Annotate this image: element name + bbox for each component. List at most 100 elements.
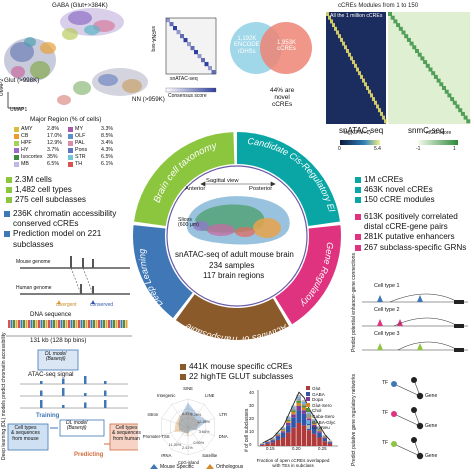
region-code: TH <box>75 161 83 167</box>
gene-node <box>416 452 424 460</box>
hist-bar-segment <box>275 439 281 446</box>
genome-peaks <box>70 256 94 294</box>
hist-y-tick: 30 <box>249 403 254 408</box>
umap-axes <box>7 92 24 109</box>
colorbar2-tick-min: -1 <box>416 146 421 152</box>
heatmap-block <box>439 82 444 87</box>
radar-grid <box>161 398 215 456</box>
dna-base <box>13 320 15 328</box>
dna-base <box>40 320 43 328</box>
consensus-block <box>166 18 170 23</box>
heatmap-block <box>460 111 465 116</box>
heatmap-block <box>431 71 436 76</box>
heatmap-snatac-diagonal <box>326 12 387 124</box>
hist-bar-segment <box>286 419 291 422</box>
te-radar-chart <box>161 398 215 456</box>
hist-y-tick: 40 <box>249 390 254 395</box>
radar-spoke <box>161 426 189 436</box>
heatmap-block <box>412 45 417 50</box>
dna-base <box>35 320 38 328</box>
cell-type-label: Cell type 3 <box>374 331 400 337</box>
grn-side-bottom: Predict putative gene regulatory network… <box>351 374 357 466</box>
hist-bar-segment <box>296 410 301 423</box>
consensus-block <box>180 34 184 39</box>
hist-bar-segment <box>312 420 317 422</box>
bullet-square <box>355 197 361 204</box>
region-code: HPF <box>21 140 32 146</box>
heatmap-block <box>466 119 471 124</box>
region-swatch <box>68 161 74 167</box>
dl-model-box-lower <box>59 419 105 437</box>
hist-bar-segment <box>296 422 301 446</box>
region-code: Pons <box>75 147 88 153</box>
dna-base <box>120 320 123 328</box>
heatmap-block <box>398 26 403 31</box>
tf-node <box>411 437 417 443</box>
ring-sector-te <box>175 294 289 340</box>
anterior-label: Anterior <box>185 186 206 192</box>
colorbar1-tick-max: 5.4 <box>374 146 381 152</box>
dna-base <box>10 320 13 328</box>
dna-base <box>45 320 48 328</box>
hist-bar-segment <box>317 432 322 438</box>
heatmap-colorbars <box>340 140 458 145</box>
hist-bar-segment <box>301 403 307 406</box>
hist-bar-segment <box>280 431 286 433</box>
heatmap-block <box>404 34 409 39</box>
heatmap-block <box>458 108 463 113</box>
umap-cluster-gaba <box>60 8 124 40</box>
hist-legend-item: Gaba-Sero <box>306 413 335 420</box>
grn-stat-text: 267 subclass-specific GRNs <box>364 242 467 252</box>
hist-bar-segment <box>286 417 291 419</box>
bullet-square <box>6 197 12 204</box>
hist-bar-segment <box>270 439 275 441</box>
region-code: Isocortex <box>21 154 43 160</box>
umap-axis-y: UMAP2 <box>0 78 5 96</box>
dl-panel <box>6 256 138 451</box>
atac-signal-label: ATAC-seq signal <box>28 371 74 378</box>
region-swatch <box>68 140 74 146</box>
radar-labels: SINE LINE LTR DNA Satellite CpG-island rRNA Pro… <box>138 385 238 465</box>
region-pct: 6.1% <box>101 161 114 167</box>
dna-base <box>113 320 115 328</box>
hist-bar-segment <box>275 433 281 435</box>
region-legend-item: HPF 12.9% <box>14 140 62 146</box>
umap-cluster-nn <box>57 68 148 105</box>
ccre-stat: 1M cCREs <box>355 175 435 185</box>
gene-label: Gene <box>425 453 438 459</box>
taxonomy-stat-text: 1,482 cell types <box>15 185 72 195</box>
bullet-square <box>4 211 10 217</box>
radar-orthologous <box>174 411 201 437</box>
region-code: PAL <box>75 140 85 146</box>
hist-bar-segment <box>301 401 307 404</box>
dna-base <box>30 320 33 328</box>
hist-bar-segment <box>296 400 301 403</box>
dna-base <box>125 320 128 328</box>
hist-bar-segment <box>301 400 307 402</box>
heatmap-block <box>374 100 377 105</box>
consensus-block <box>176 30 181 35</box>
heatmap-block <box>370 93 373 98</box>
hist-bar-segment <box>291 410 296 412</box>
consensus-block <box>211 70 216 75</box>
hist-bar-segment <box>327 443 333 446</box>
radar-axis-label: LTR <box>219 411 227 417</box>
heatmap-block <box>388 12 392 16</box>
hist-bar-segment <box>296 398 301 401</box>
tf-node <box>391 381 397 387</box>
heatmap-block <box>354 63 357 68</box>
consensus-block <box>183 38 188 43</box>
gene-node <box>416 392 424 400</box>
umap-label-gaba: GABA (Glut+>384K) <box>52 2 108 9</box>
hist-bar-segment <box>322 436 327 438</box>
hist-bar-segment <box>291 408 296 411</box>
region-pct: 6.5% <box>47 161 60 167</box>
consensus-block <box>208 66 212 71</box>
heatmap-block <box>326 12 329 16</box>
hist-x-tick: 0.20 <box>292 446 301 451</box>
dna-base <box>65 320 68 328</box>
hist-legend-label: GABA <box>312 391 325 397</box>
hist-bar-segment <box>286 432 291 446</box>
dna-base <box>95 320 98 328</box>
